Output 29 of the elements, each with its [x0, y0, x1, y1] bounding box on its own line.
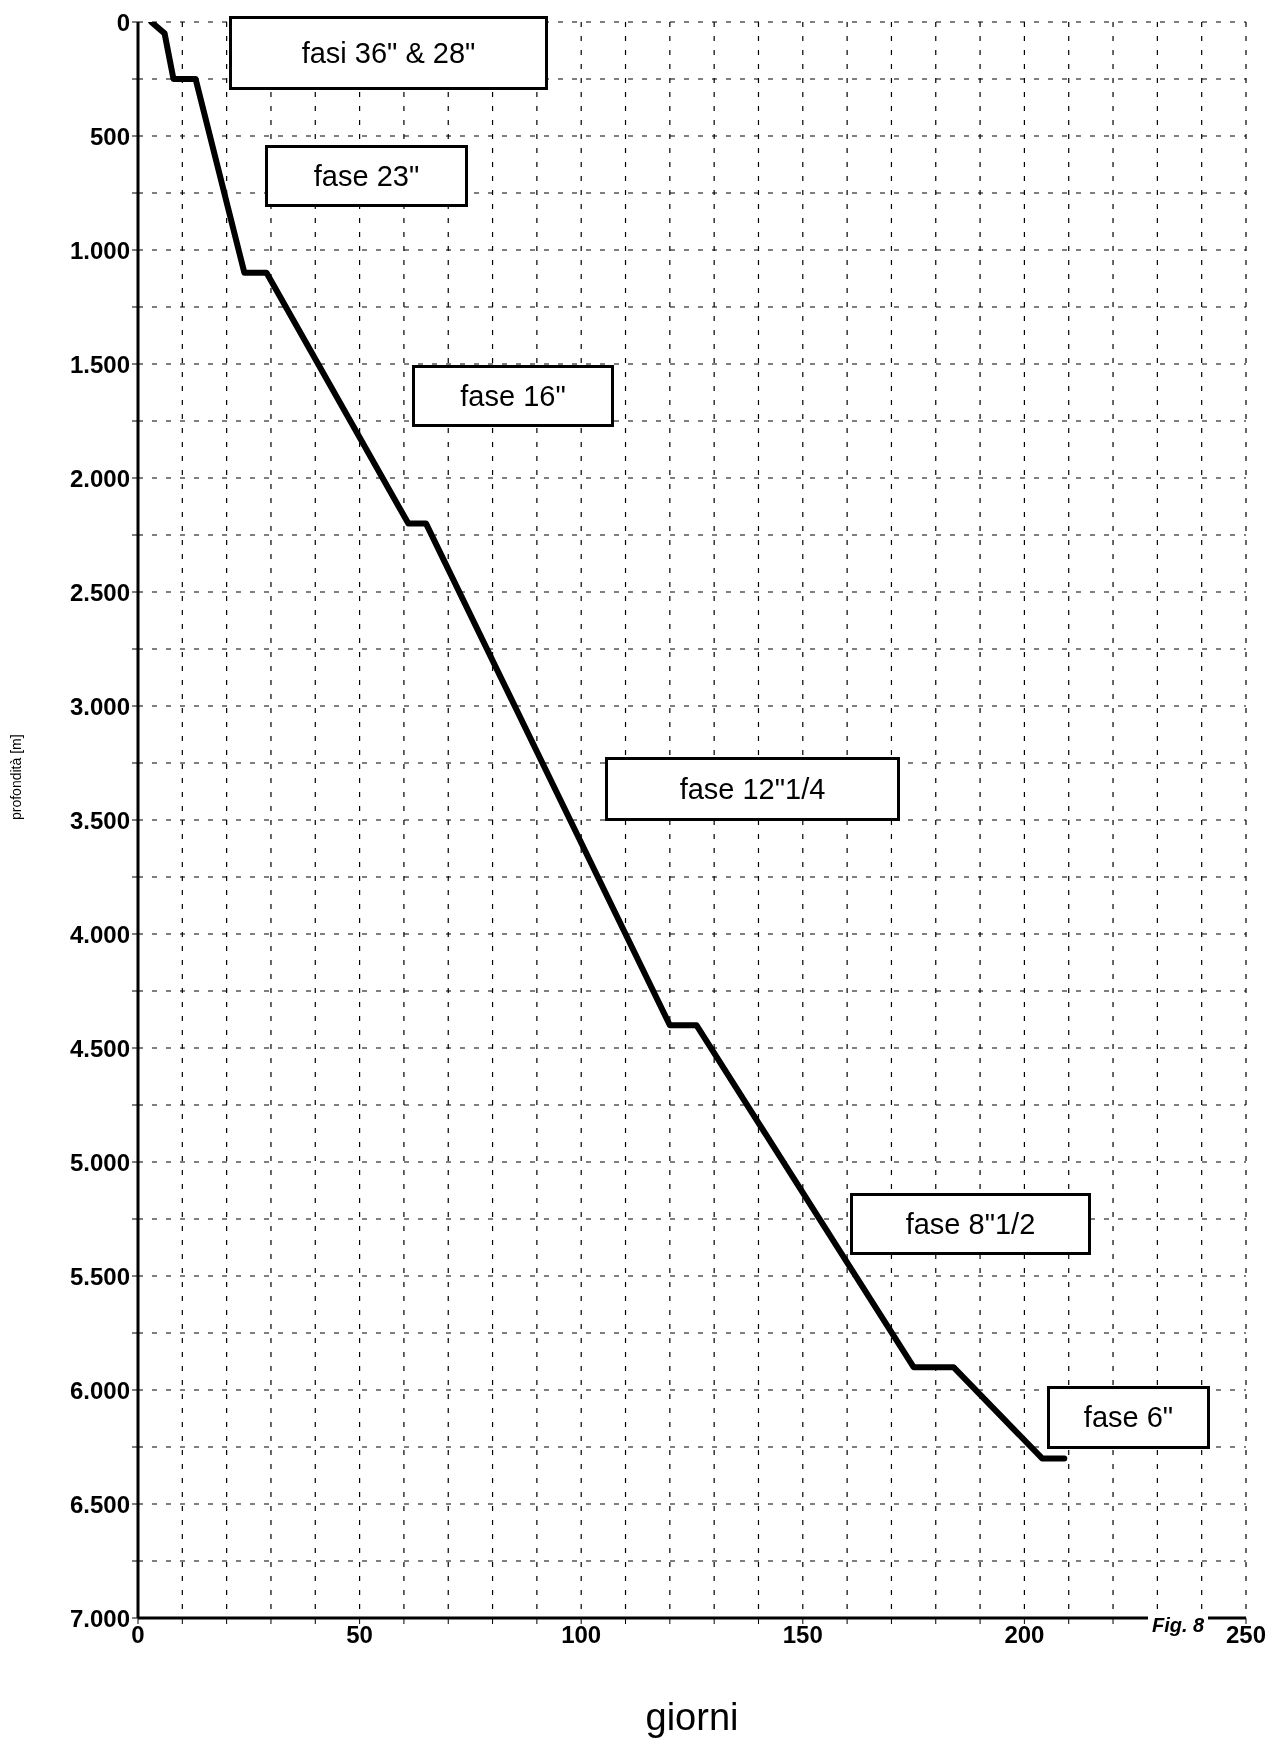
text-box: fase 12"1/4: [605, 757, 900, 821]
y-tick-label: 0: [116, 8, 130, 36]
y-tick-label: 6.500: [69, 1490, 130, 1518]
y-axis-title: profondità [m]: [7, 734, 24, 820]
y-tick-label: 5.000: [69, 1148, 130, 1176]
y-tick-label: 7.000: [69, 1604, 130, 1632]
y-tick-label: 3.500: [69, 806, 130, 834]
text-box: fase 16": [412, 365, 614, 427]
x-tick-label: 50: [346, 1621, 373, 1649]
y-tick-label: 4.500: [69, 1034, 130, 1062]
y-tick-label: 3.000: [69, 692, 130, 720]
y-tick-label: 1.000: [69, 236, 130, 264]
x-axis-title: giorni: [645, 1696, 739, 1738]
text-box: fase 8"1/2: [850, 1193, 1091, 1255]
y-tick-label: 1.500: [69, 350, 130, 378]
annotation: Fig. 8: [1148, 1614, 1209, 1637]
text-box: fase 6": [1047, 1386, 1210, 1449]
x-tick-label: 150: [782, 1621, 823, 1649]
y-tick-label: 4.000: [69, 920, 130, 948]
x-tick-label: 100: [561, 1621, 602, 1649]
x-tick-label: 250: [1225, 1621, 1267, 1649]
y-tick-label: 2.500: [69, 578, 130, 606]
y-tick-label: 6.000: [69, 1376, 130, 1404]
x-tick-label: 200: [1004, 1621, 1045, 1649]
text-box: fase 23": [265, 145, 468, 207]
y-tick-label: 2.000: [69, 464, 130, 492]
y-tick-label: 500: [89, 122, 130, 150]
y-tick-label: 5.500: [69, 1262, 130, 1290]
text-box: fasi 36" & 28": [229, 16, 548, 90]
